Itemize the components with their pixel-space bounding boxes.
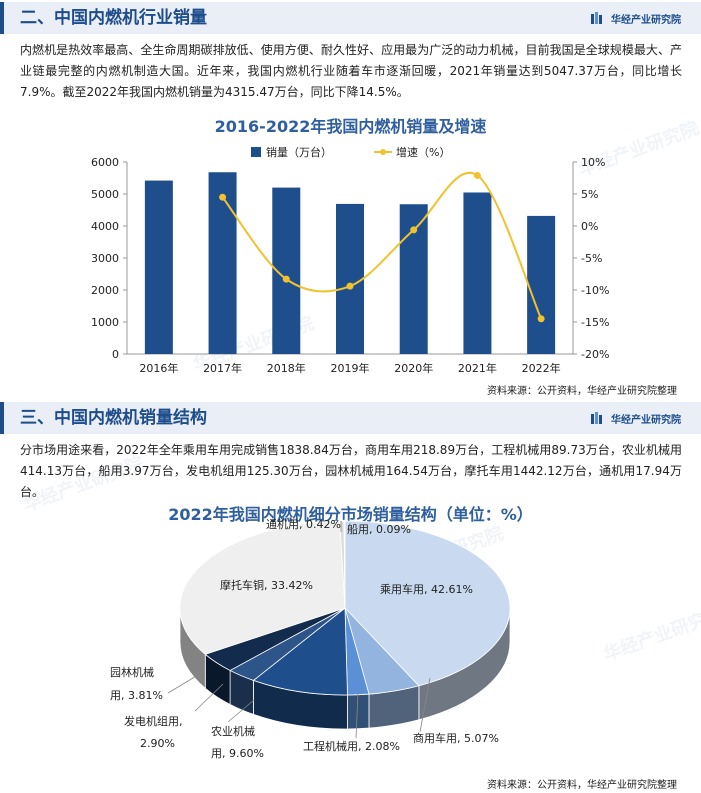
y-tick-label-right: 5% [581, 188, 598, 201]
slice-label: 通机用, 0.42% [266, 517, 341, 531]
slice-label: 2.90% [140, 737, 175, 750]
bar [463, 192, 492, 354]
chart-title: 2016-2022年我国内燃机销量及增速 [214, 117, 487, 136]
slice-label: 乘用车用, 42.61% [380, 582, 473, 596]
x-tick-label: 2018年 [267, 361, 306, 375]
brand-logo: 华经产业研究院 [591, 410, 681, 426]
slice-label: 用, 9.60% [211, 747, 264, 760]
x-tick-label: 2017年 [203, 361, 242, 375]
growth-point [410, 226, 418, 234]
section-header: 三、中国内燃机销量结构 华经产业研究院 [0, 402, 701, 434]
bar [336, 203, 364, 354]
section-title: 二、中国内燃机行业销量 [20, 8, 207, 28]
x-tick-label: 2021年 [458, 361, 497, 375]
leader-line [355, 691, 359, 739]
section-title: 三、中国内燃机销量结构 [20, 408, 207, 428]
section-header: 二、中国内燃机行业销量 华经产业研究院 [0, 2, 701, 34]
y-tick-label-left: 6000 [91, 156, 119, 169]
slice-label: 商用车用, 5.07% [413, 731, 499, 745]
x-tick-label: 2022年 [522, 361, 561, 375]
source-note: 资料来源：公开资料，华经产业研究院整理 [487, 780, 677, 791]
brand-logo-icon [591, 12, 602, 24]
growth-point [537, 315, 545, 323]
combo-chart: 0 1000 2000 3000 4000 5000 6000 -20% -15% -10% -5%… [91, 145, 609, 375]
structure-paragraph: 分市场用途来看，2022年全年乘用车用完成销售1838.84万台，商用车用218… [20, 443, 682, 499]
growth-point [346, 282, 354, 290]
y-tick-label-right: -10% [581, 284, 609, 297]
growth-point [473, 171, 481, 179]
x-tick-label: 2020年 [394, 361, 433, 375]
brand-logo: 华经产业研究院 [591, 10, 681, 26]
y-tick-label-left: 4000 [91, 220, 119, 233]
y-tick-label-right: 10% [581, 156, 605, 169]
pie-chart: 乘用车用, 42.61%商用车用, 5.07%工程机械用, 2.08%农业机械用… [110, 517, 511, 760]
pie-slice [343, 520, 346, 609]
slice-label: 摩托车铜, 33.42% [220, 578, 313, 592]
y-tick-label-left: 0 [112, 348, 119, 361]
pie-slice [252, 607, 348, 696]
slice-label: 发电机组用, [124, 714, 183, 728]
leader-line [419, 677, 431, 733]
leader-line [194, 683, 224, 712]
y-tick-label-right: -15% [581, 316, 609, 329]
brand-name: 华经产业研究院 [611, 414, 681, 426]
slice-label: 船用, 0.09% [347, 522, 411, 536]
bar [527, 215, 556, 354]
slice-label: 工程机械用, 2.08% [303, 739, 400, 753]
y-tick-label-right: 0% [581, 220, 598, 233]
leader-line [227, 699, 255, 723]
y-tick-label-left: 5000 [91, 188, 119, 201]
intro-paragraph: 内燃机是热效率最高、全生命周期碳排放低、使用方便、耐久性好、应用最为广泛的动力机… [20, 43, 682, 99]
growth-point [219, 193, 227, 201]
legend-label: 增速（%） [396, 145, 450, 159]
y-tick-label-right: -5% [581, 252, 602, 265]
pie-slice [179, 520, 346, 655]
slice-label: 用, 3.81% [110, 689, 163, 702]
section-accent [0, 2, 4, 34]
slice-label: 农业机械 [211, 724, 255, 738]
bar [144, 180, 173, 354]
brand-logo-icon [591, 412, 602, 424]
brand-name: 华经产业研究院 [611, 14, 681, 26]
y-tick-label-left: 1000 [91, 316, 119, 329]
y-tick-label-right: -20% [581, 348, 609, 361]
bar [208, 172, 237, 354]
y-tick-label-left: 3000 [91, 252, 119, 265]
chart-title: 2022年我国内燃机细分市场销量结构（单位：%） [168, 505, 533, 524]
legend-swatch-bar [251, 147, 261, 157]
slice-label: 园林机械 [110, 665, 154, 679]
growth-line [221, 171, 543, 320]
source-note: 资料来源：公开资料，华经产业研究院整理 [487, 386, 677, 397]
pie-slice [344, 520, 511, 687]
legend-swatch-marker [380, 149, 386, 155]
legend-label: 销量（万台） [266, 145, 332, 159]
section-accent [0, 402, 4, 434]
growth-point [282, 275, 290, 283]
leader-line [167, 671, 204, 694]
y-tick-label-left: 2000 [91, 284, 119, 297]
x-tick-label: 2019年 [331, 361, 370, 375]
x-tick-label: 2016年 [139, 361, 178, 375]
pie-slice-side [347, 693, 370, 730]
